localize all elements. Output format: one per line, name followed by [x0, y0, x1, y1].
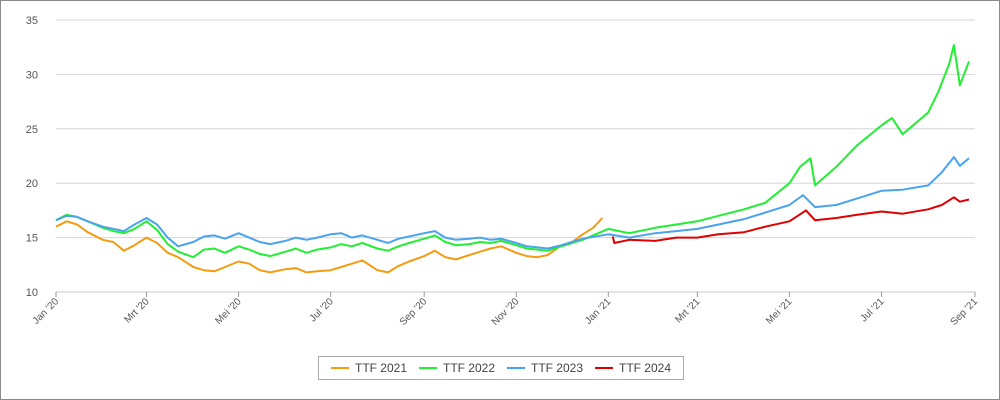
legend-item[interactable]: TTF 2022	[418, 361, 496, 375]
series-line-ttf-2021	[55, 217, 604, 274]
legend-swatch	[594, 367, 613, 369]
x-tick-label: Jan '21	[583, 296, 614, 327]
legend-item[interactable]: TTF 2024	[594, 361, 672, 375]
legend-swatch	[418, 367, 437, 369]
legend-item[interactable]: TTF 2021	[330, 361, 408, 375]
legend-item[interactable]: TTF 2023	[506, 361, 584, 375]
x-tick-label: Mei '21	[764, 296, 795, 327]
y-tick-label: 10	[26, 287, 38, 299]
series-line-ttf-2024	[611, 196, 970, 244]
x-tick-label: Mrt '20	[122, 296, 151, 325]
x-tick-label: Mei '20	[213, 296, 244, 327]
x-tick-label: Jul '21	[859, 296, 887, 324]
series-line-ttf-2023	[55, 156, 970, 250]
y-tick-label: 35	[26, 15, 38, 27]
x-tick-label: Sep '21	[949, 296, 981, 328]
chart-legend: TTF 2021 TTF 2022 TTF 2023 TTF 2024	[318, 356, 684, 380]
y-tick-label: 30	[26, 69, 38, 81]
x-tick-label: Sep '20	[398, 296, 430, 328]
x-tick-label: Mrt '21	[673, 296, 702, 325]
legend-label: TTF 2022	[442, 361, 496, 375]
legend-swatch	[330, 367, 349, 369]
legend-swatch	[506, 367, 525, 369]
y-tick-label: 25	[26, 124, 38, 136]
x-tick-label: Jan '20	[31, 296, 62, 327]
legend-label: TTF 2023	[530, 361, 584, 375]
y-tick-label: 20	[26, 178, 38, 190]
series-line-ttf-2022	[55, 44, 970, 259]
legend-label: TTF 2021	[354, 361, 408, 375]
y-tick-label: 15	[26, 233, 38, 245]
legend-label: TTF 2024	[618, 361, 672, 375]
x-tick-label: Nov '20	[490, 296, 522, 328]
x-tick-label: Jul '20	[308, 296, 336, 324]
